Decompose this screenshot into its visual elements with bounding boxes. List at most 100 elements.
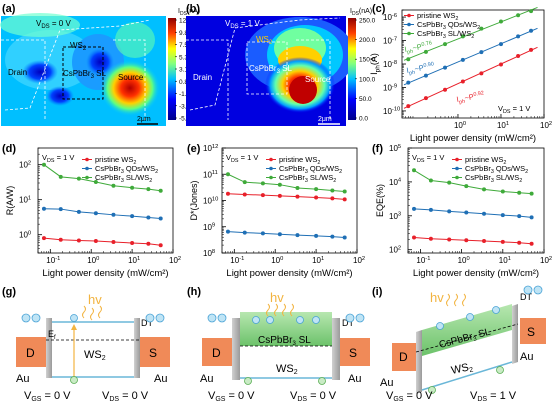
panel-label-d: (d) — [2, 143, 16, 155]
chart-e: 10-1 100 101 102 108 109 1010 1011 1012 Light pow… — [189, 144, 365, 279]
condition-note: VDS = 1 V — [412, 153, 444, 164]
legend-marker — [269, 157, 273, 162]
electron — [296, 316, 304, 324]
data-point — [146, 241, 151, 246]
perovskite-sl-layer — [422, 304, 512, 356]
x-tick-label: 10-1 — [416, 256, 430, 265]
barrier-left — [232, 318, 240, 380]
data-point — [242, 180, 247, 185]
map-a-sl-outline — [62, 46, 104, 100]
data-point — [330, 188, 335, 193]
chart-f: 10-1 100 101 102 102 103 104 105 Light power den… — [375, 144, 552, 279]
map-b-scalebar-label: 2μm — [318, 116, 332, 123]
data-point — [58, 174, 63, 179]
electron-row — [428, 285, 543, 394]
legend-entry: pristine WS2 — [95, 155, 136, 166]
map-a-cold-spot — [86, 48, 114, 76]
y-tick-label: 10-9 — [383, 83, 397, 92]
data-point — [225, 172, 230, 177]
data-point — [342, 197, 347, 202]
data-point — [529, 28, 534, 33]
data-point — [260, 193, 265, 198]
map-a-colorbar-title: IDS(nA) — [178, 8, 200, 17]
plot-frame — [407, 147, 545, 254]
y-tick-label: 1011 — [203, 170, 218, 179]
x-tick-label: 100 — [271, 256, 283, 265]
data-point — [93, 211, 98, 216]
x-tick-label: 101 — [312, 256, 324, 265]
data-point — [295, 194, 300, 199]
dt-label: DT — [520, 292, 532, 302]
photon-wave — [282, 303, 286, 317]
hole — [318, 377, 326, 385]
legend-entry: CsPbBr3 QDs/WS2 — [279, 164, 342, 175]
au-label-left: Au — [16, 373, 29, 385]
series-line — [413, 236, 532, 245]
photon-wave — [274, 303, 278, 317]
map-a-sl-label: CsPbBr3 SL — [63, 69, 106, 80]
data-point — [76, 238, 81, 243]
series-line — [43, 208, 161, 220]
data-point — [498, 42, 503, 47]
legend-entry: pristine WS2 — [279, 155, 320, 166]
colorbar-tick-label: 12.0 — [179, 18, 192, 25]
power-law-label: Iph~P0.90 — [406, 61, 435, 77]
x-tick-label: 102 — [353, 256, 365, 265]
data-point — [76, 176, 81, 181]
drain-label: D — [399, 350, 408, 364]
ws2-label: WS2 — [84, 349, 106, 362]
map-a-source-label: Source — [118, 73, 144, 82]
data-point — [111, 212, 116, 217]
electron — [21, 313, 31, 323]
data-point — [277, 232, 282, 237]
map-b-drain-outline — [186, 39, 229, 120]
dt-label: DT — [141, 318, 153, 328]
data-point — [93, 180, 98, 185]
map-a-colorbar-ticks: 12.0 9.8 7.5 5.3 3.1 0.8 -1.5 -3.7 -5.4 — [175, 18, 192, 123]
drain-electrode — [392, 343, 416, 371]
colorbar-tick-label: 5.3 — [179, 54, 188, 61]
data-point — [479, 26, 484, 31]
legend-marker — [85, 157, 89, 162]
source-electrode — [340, 338, 370, 366]
legend-marker — [455, 157, 459, 162]
y-tick-label: 1010 — [203, 196, 218, 205]
legend-marker — [455, 175, 459, 180]
barrier-right — [134, 318, 140, 378]
data-point — [146, 187, 151, 192]
photon-label: hv — [430, 290, 444, 305]
data-point — [460, 34, 465, 39]
condition-note: VDS = 1 V — [498, 104, 530, 115]
photon-wave — [90, 307, 94, 321]
map-b-sl-label: CsPbBr3 SL — [249, 64, 292, 75]
data-point — [146, 215, 151, 220]
data-point — [314, 195, 319, 200]
data-point — [498, 19, 503, 24]
data-point — [498, 62, 503, 67]
map-b-ws2-label: WS2 — [256, 35, 273, 46]
data-point — [464, 210, 469, 215]
data-point — [277, 193, 282, 198]
y-tick-label: 100 — [19, 230, 31, 239]
photon-label: hv — [88, 292, 102, 307]
data-point — [428, 207, 433, 212]
x-tick-label: 102 — [540, 121, 552, 130]
fermi-level — [415, 323, 519, 353]
drain-label: D — [212, 346, 221, 360]
panel-i: (i) D S CsPbBr3 SL WS2 hv DT Au Au VGS =… — [372, 285, 546, 403]
x-axis-label: Light power density (mW/cm²) — [42, 268, 168, 279]
electron — [70, 314, 78, 322]
au-label-right: Au — [520, 351, 533, 363]
colorbar-tick-label: 200.0 — [359, 37, 376, 44]
x-tick-label: 10-1 — [230, 256, 244, 265]
electron — [312, 316, 320, 324]
legend-entry: pristine WS2 — [417, 11, 458, 22]
data-point — [500, 213, 505, 218]
x-tick-label: 101 — [499, 256, 511, 265]
map-a-flake-outline — [4, 19, 151, 111]
panel-c: (c) 100 101 102 10-10 10-9 10-8 10-7 10-6 Light … — [369, 3, 552, 144]
map-a-colorbar — [168, 18, 176, 120]
y-axis-label: R(A/W) — [5, 186, 15, 216]
